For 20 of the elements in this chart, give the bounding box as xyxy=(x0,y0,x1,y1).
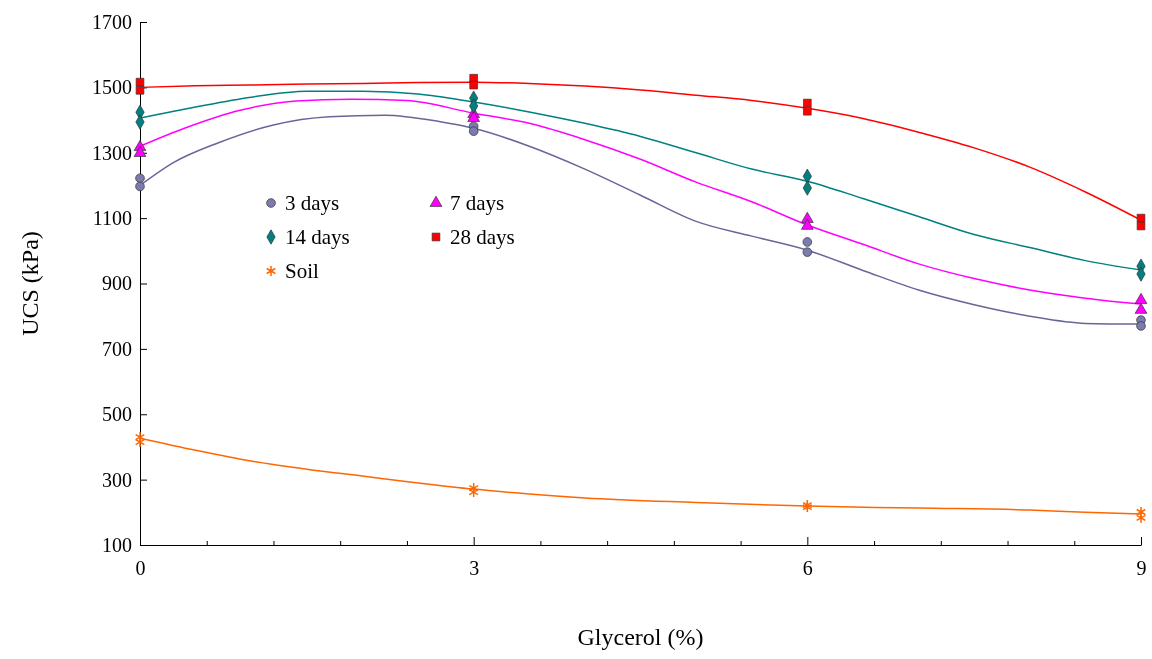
legend-label: 7 days xyxy=(450,191,505,215)
y-axis-title: UCS (kPa) xyxy=(17,231,43,336)
legend-label: 3 days xyxy=(285,191,340,215)
x-tick-label: 9 xyxy=(1136,557,1147,580)
y-tick-label: 100 xyxy=(102,533,132,556)
legend-label: Soil xyxy=(285,259,320,283)
y-tick-label: 1700 xyxy=(92,10,132,33)
x-tick-label: 0 xyxy=(135,557,146,580)
x-axis-title: Glycerol (%) xyxy=(577,624,704,650)
y-tick-label: 1500 xyxy=(92,76,132,99)
x-tick-label: 3 xyxy=(469,557,480,580)
legend-label: 14 days xyxy=(285,225,350,249)
y-tick-label: 1300 xyxy=(92,141,132,164)
y-tick-label: 300 xyxy=(102,468,132,491)
y-tick-label: 500 xyxy=(102,403,132,426)
y-tick-label: 1100 xyxy=(92,207,132,230)
y-tick-label: 700 xyxy=(102,337,132,360)
x-tick-label: 6 xyxy=(802,557,813,580)
y-tick-label: 900 xyxy=(102,272,132,295)
legend-label: 28 days xyxy=(450,225,515,249)
